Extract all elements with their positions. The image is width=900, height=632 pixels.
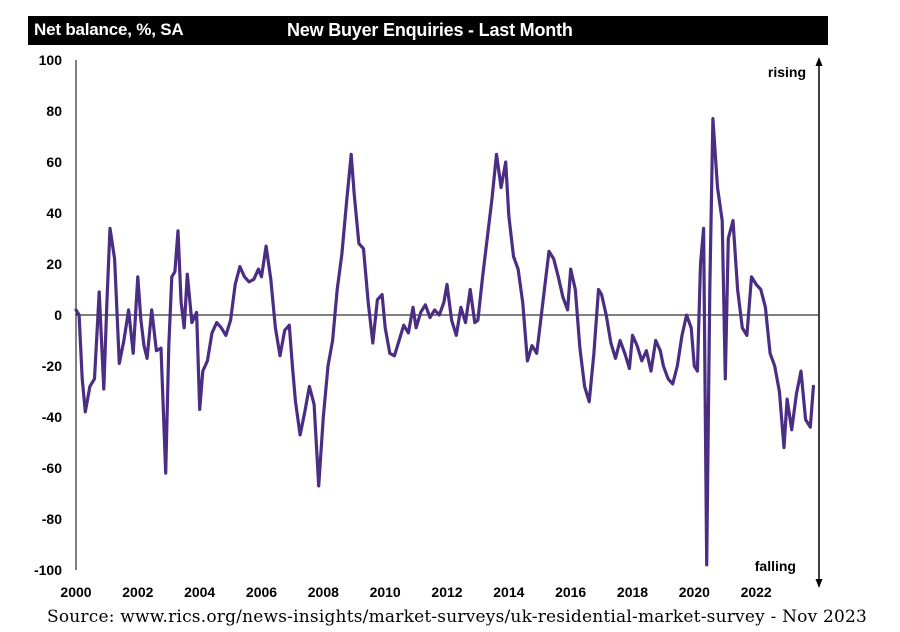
arrow-down-head — [815, 579, 823, 588]
x-axis: 2000 2002 2004 2006 2008 2010 2012 2014 2016 2018… — [60, 584, 772, 600]
y-tick-label: -80 — [42, 511, 62, 527]
x-tick-label: 2022 — [741, 584, 772, 600]
x-tick-label: 2018 — [617, 584, 648, 600]
y-tick-label: 20 — [46, 256, 62, 272]
annotation-falling: falling — [755, 558, 796, 574]
source-caption: Source: www.rics.org/news-insights/marke… — [47, 607, 868, 627]
x-tick-label: 2006 — [246, 584, 277, 600]
arrow-up-head — [815, 57, 823, 66]
y-tick-label: 100 — [39, 52, 63, 68]
y-tick-label: 80 — [46, 103, 62, 119]
x-tick-label: 2016 — [555, 584, 586, 600]
x-tick-label: 2014 — [493, 584, 524, 600]
x-tick-label: 2012 — [431, 584, 462, 600]
y-tick-label: -100 — [34, 562, 62, 578]
y-tick-label: -40 — [42, 409, 62, 425]
y-axis: -100 -80 -60 -40 -20 0 20 40 60 80 100 — [34, 52, 62, 578]
x-tick-label: 2000 — [60, 584, 91, 600]
y-tick-label: 0 — [54, 307, 62, 323]
x-tick-label: 2008 — [308, 584, 339, 600]
series-line — [74, 117, 815, 567]
y-tick-label: -20 — [42, 358, 62, 374]
y-tick-label: -60 — [42, 460, 62, 476]
units-label: Net balance, %, SA — [34, 20, 184, 39]
x-tick-label: 2020 — [679, 584, 710, 600]
x-tick-label: 2004 — [184, 584, 215, 600]
direction-arrow — [815, 57, 823, 588]
y-tick-label: 60 — [46, 154, 62, 170]
chart-header-bar: Net balance, %, SA New Buyer Enquiries -… — [28, 16, 828, 45]
y-tick-label: 40 — [46, 205, 62, 221]
chart-title: New Buyer Enquiries - Last Month — [287, 20, 573, 40]
annotation-rising: rising — [768, 64, 806, 80]
x-tick-label: 2010 — [370, 584, 401, 600]
x-tick-label: 2002 — [122, 584, 153, 600]
